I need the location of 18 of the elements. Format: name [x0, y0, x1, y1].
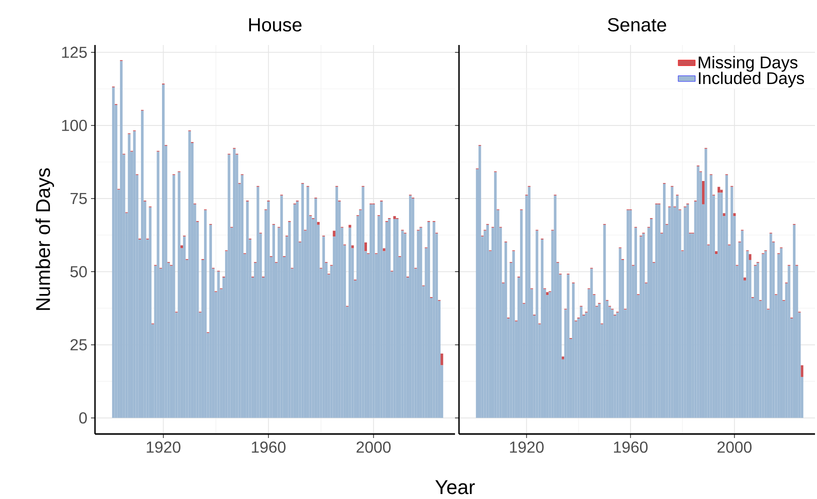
- x-tick-label: 1920: [510, 442, 544, 453]
- y-tick-label: 100: [62, 120, 87, 132]
- y-tick-label: 0: [79, 412, 87, 424]
- chart-title: House: [249, 18, 302, 32]
- chart-title: Senate: [608, 18, 666, 32]
- legend-label: Included Days: [698, 72, 804, 88]
- y-tick-label: 125: [62, 46, 87, 58]
- x-tick-label: 1960: [252, 442, 286, 453]
- x-tick-label: 1960: [614, 442, 648, 453]
- x-axis-title: Year: [435, 480, 475, 494]
- legend-label: Missing Days: [698, 56, 798, 72]
- x-tick-label: 2000: [718, 442, 752, 453]
- x-tick-label: 2000: [356, 442, 391, 453]
- y-tick-label: 75: [70, 192, 87, 204]
- y-axis-title: Number of Days: [35, 168, 54, 310]
- y-tick-label: 50: [70, 266, 87, 278]
- x-tick-label: 1920: [146, 442, 180, 453]
- y-tick-label: 25: [70, 339, 87, 350]
